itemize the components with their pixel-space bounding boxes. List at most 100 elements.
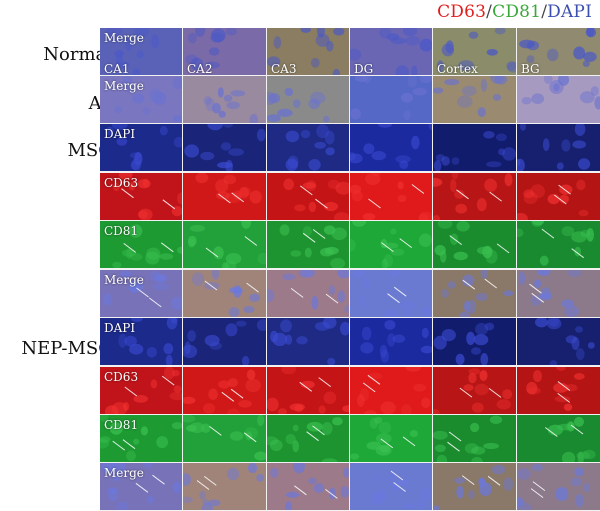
stain-image: [183, 367, 266, 414]
micrograph-tile: [350, 367, 432, 414]
micrograph-tile: CD63: [100, 367, 182, 414]
arrow-marks: [294, 485, 338, 499]
arrow-marks: [196, 475, 217, 490]
micrograph-tile: [350, 463, 432, 510]
micrograph-tile: [433, 318, 516, 365]
micrograph-tile: [517, 221, 600, 268]
arrow-marks: [362, 374, 381, 393]
stain-image: [100, 221, 182, 268]
micrograph-tile: [267, 173, 349, 220]
stain-image: [433, 367, 516, 414]
legend-separator: /: [486, 2, 493, 22]
stain-image: [433, 270, 516, 317]
stain-image: [183, 28, 266, 75]
micrograph-tile: CA2: [183, 28, 266, 75]
stain-image: [100, 318, 182, 365]
tile-stain-label: Merge: [104, 79, 144, 93]
micrograph-tile: [517, 415, 600, 462]
micrograph-tile: [433, 367, 516, 414]
arrow-marks: [530, 481, 546, 498]
stain-image: [350, 124, 432, 171]
micrograph-tile: CD81: [100, 221, 182, 268]
stain-image: [267, 318, 349, 365]
region-label: BG: [521, 62, 540, 75]
stain-image: [517, 415, 600, 462]
stain-image: [183, 463, 266, 510]
stain-image: [267, 28, 349, 75]
micrograph-grid: Merge CA1 CA2 CA3 DG Cortex BG Merge DAPI CD63 CD8…: [100, 28, 600, 511]
stain-image: [517, 76, 600, 123]
stain-image: [183, 318, 266, 365]
micrograph-tile: [267, 415, 349, 462]
micrograph-tile: [433, 463, 516, 510]
stain-image: [517, 28, 600, 75]
stain-image: [267, 173, 349, 220]
micrograph-tile: [183, 318, 266, 365]
arrow-marks: [529, 283, 545, 303]
micrograph-tile: DG: [350, 28, 432, 75]
micrograph-tile: [183, 173, 266, 220]
stain-image: [183, 415, 266, 462]
micrograph-tile: [267, 221, 349, 268]
micrograph-tile: Cortex: [433, 28, 516, 75]
stain-image: [267, 221, 349, 268]
stain-image: [433, 415, 516, 462]
region-label: Cortex: [437, 62, 478, 75]
arrow-marks: [557, 381, 571, 403]
micrograph-tile: [350, 270, 432, 317]
arrow-marks: [390, 470, 406, 492]
stain-image: [433, 124, 516, 171]
stain-image: [433, 463, 516, 510]
micrograph-tile: [517, 76, 600, 123]
stain-image: [517, 463, 600, 510]
legend-cd81: CD81: [492, 2, 542, 22]
micrograph-tile: [350, 76, 432, 123]
arrow-marks: [112, 439, 136, 451]
arrow-marks: [553, 184, 571, 205]
micrograph-tile: [350, 124, 432, 171]
micrograph-tile: Merge: [100, 270, 182, 317]
micrograph-tile: [517, 367, 600, 414]
micrograph-tile: [267, 367, 349, 414]
stain-image: [100, 270, 182, 317]
stain-image: [517, 318, 600, 365]
micrograph-tile: [517, 173, 600, 220]
stain-image: [350, 415, 432, 462]
arrow-marks: [124, 375, 175, 397]
micrograph-tile: [433, 221, 516, 268]
stain-image: [183, 173, 266, 220]
stain-image: [433, 173, 516, 220]
arrow-marks: [381, 238, 413, 253]
micrograph-tile: [267, 76, 349, 123]
micrograph-tile: [267, 124, 349, 171]
arrow-marks: [459, 387, 502, 398]
micrograph-tile: [350, 221, 432, 268]
micrograph-tile: Merge CA1: [100, 28, 182, 75]
arrow-marks: [209, 425, 257, 443]
tile-stain-label: CD81: [104, 418, 139, 432]
arrow-marks: [204, 280, 259, 293]
stain-image: [433, 318, 516, 365]
stain-image: [267, 124, 349, 171]
arrow-marks: [387, 286, 407, 304]
micrograph-tile: [350, 173, 432, 220]
micrograph-tile: [183, 463, 266, 510]
row-label-normal: Normal: [43, 44, 112, 65]
arrow-marks: [306, 425, 325, 442]
micrograph-tile: [183, 415, 266, 462]
arrow-marks: [299, 377, 332, 392]
arrow-marks: [221, 388, 244, 402]
arrow-marks: [380, 436, 416, 449]
stain-image: [100, 463, 182, 510]
arrow-marks: [456, 189, 502, 202]
stain-image: [100, 173, 182, 220]
stain-legend: CD63/CD81/DAPI: [437, 2, 592, 22]
stain-image: [267, 270, 349, 317]
micrograph-tile: [267, 318, 349, 365]
micrograph-tile: DAPI: [100, 124, 182, 171]
stain-image: [433, 76, 516, 123]
region-label: CA1: [104, 62, 130, 75]
stain-image: [183, 124, 266, 171]
micrograph-tile: [433, 270, 516, 317]
stain-image: [183, 270, 266, 317]
